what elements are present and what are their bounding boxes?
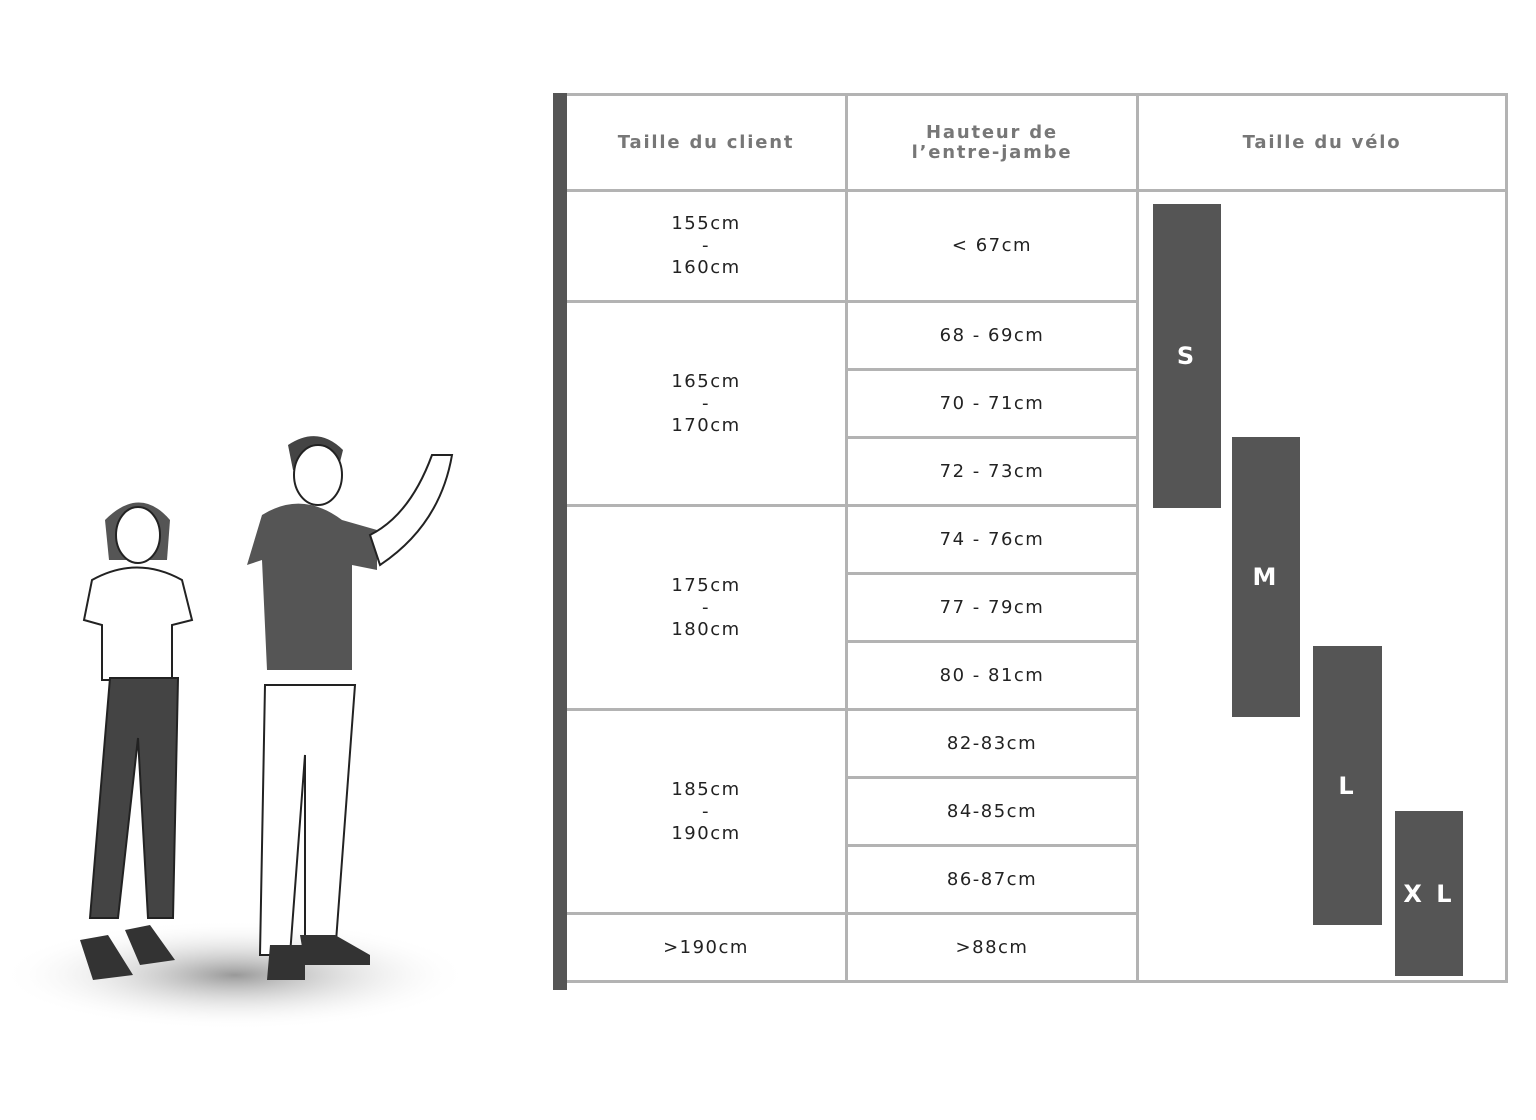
header-bike-size: Taille du vélo — [1139, 96, 1505, 189]
table-left-bar — [553, 93, 567, 990]
inseam-cell: 72 - 73cm — [939, 460, 1045, 482]
client-size-cell: 175cm -180cm — [567, 507, 845, 708]
header-inseam: Hauteur de l’entre-jambe — [848, 96, 1136, 189]
size-to: 160cm — [671, 257, 741, 278]
row-divider — [846, 776, 1138, 779]
size-from: 165cm — [671, 370, 741, 392]
header-bottom-border — [567, 189, 1508, 192]
bike-size-m: M — [1232, 437, 1300, 717]
row-divider — [567, 504, 1138, 507]
header-text: Taille du client — [617, 131, 795, 153]
inseam-cell: 77 - 79cm — [939, 596, 1045, 618]
inseam-cell: 70 - 71cm — [939, 392, 1045, 414]
inseam-cell: 74 - 76cm — [939, 528, 1045, 550]
size-sep: - — [702, 596, 710, 618]
inseam-cell: 86-87cm — [946, 868, 1038, 890]
client-size-cell: 185cm -190cm — [567, 711, 845, 912]
table-right-border — [1505, 93, 1508, 983]
man-figure — [247, 436, 454, 980]
column-divider — [845, 93, 848, 983]
size-from: 155cm — [671, 213, 741, 234]
bike-size-l: L — [1313, 646, 1382, 925]
row-divider — [567, 708, 1138, 711]
inseam-cell: < 67cm — [951, 235, 1033, 256]
size-from: 185cm — [671, 778, 741, 800]
inseam-cell: 80 - 81cm — [939, 664, 1045, 686]
inseam-cell: 68 - 69cm — [939, 324, 1045, 346]
client-size-cell: 165cm -170cm — [567, 303, 845, 504]
row-divider — [846, 436, 1138, 439]
client-size-cell: >190cm — [567, 915, 845, 980]
size-single: >190cm — [663, 936, 749, 958]
people-illustration — [0, 436, 470, 1030]
client-size-cell: 155cm -160cm — [567, 192, 845, 300]
header-text: l’entre-jambe — [911, 141, 1073, 163]
size-sep: - — [702, 235, 710, 256]
row-divider — [567, 912, 1138, 915]
inseam-cell: 82-83cm — [946, 732, 1038, 754]
header-text: Taille du vélo — [1242, 131, 1402, 153]
row-divider — [846, 640, 1138, 643]
row-divider — [846, 844, 1138, 847]
header-client-size: Taille du client — [567, 96, 845, 189]
header-text: Hauteur de — [926, 121, 1058, 143]
size-to: 170cm — [671, 414, 741, 436]
size-sep: - — [702, 800, 710, 822]
column-divider — [1136, 93, 1139, 983]
table-bottom-border — [567, 980, 1508, 983]
bike-size-xl: X L — [1395, 811, 1463, 976]
table-top-border — [567, 93, 1508, 96]
row-divider — [846, 368, 1138, 371]
inseam-cell: 84-85cm — [946, 800, 1038, 822]
size-sep: - — [702, 392, 710, 414]
woman-figure — [80, 502, 194, 980]
bike-size-s: S — [1153, 204, 1221, 508]
size-to: 190cm — [671, 822, 741, 844]
inseam-cell: >88cm — [955, 936, 1029, 958]
size-to: 180cm — [671, 618, 741, 640]
row-divider — [846, 572, 1138, 575]
size-from: 175cm — [671, 574, 741, 596]
floor-shadow — [0, 920, 470, 1030]
row-divider — [567, 300, 1138, 303]
